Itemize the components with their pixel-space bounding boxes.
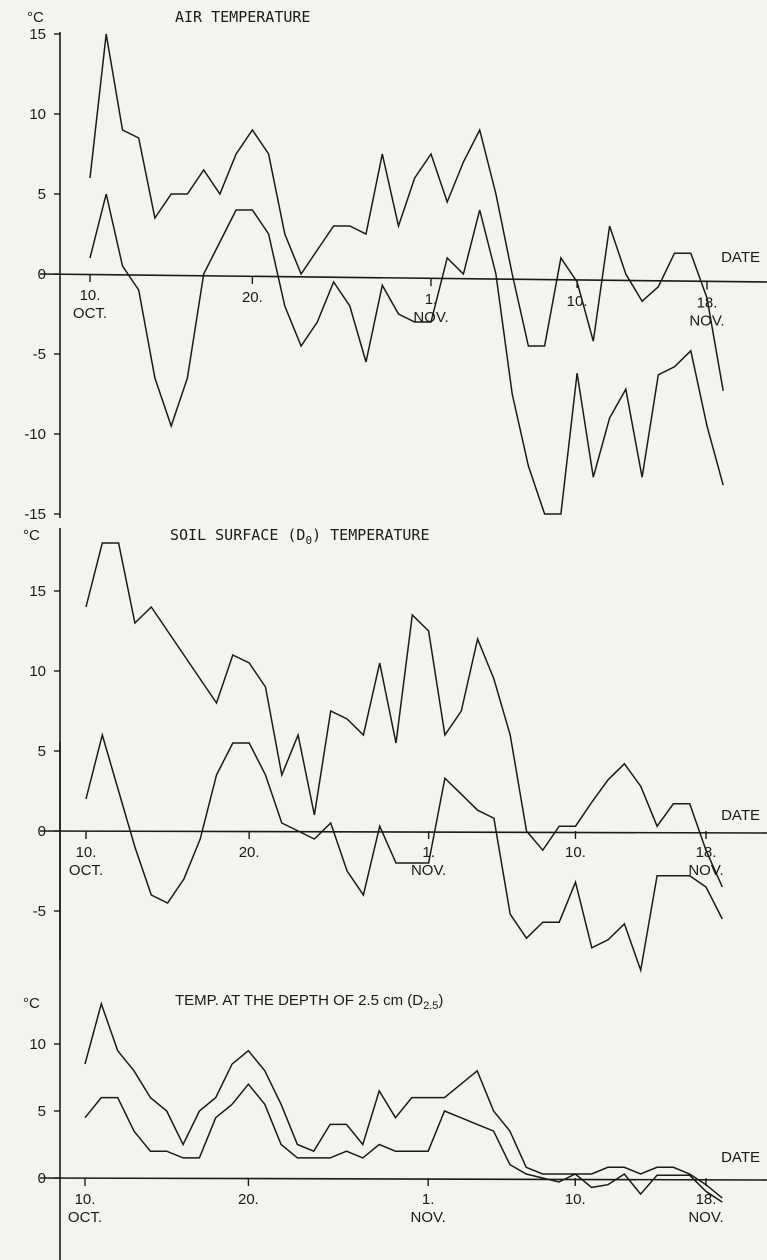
x-tick-label-2: 10. — [565, 844, 586, 861]
y-unit-label-1: °C — [27, 9, 44, 26]
y-tick-label-1: -10 — [24, 426, 46, 443]
x-tick-label-3: 1. — [422, 1191, 435, 1208]
y-tick-label-1: 5 — [38, 186, 46, 203]
series-line-3-2 — [84, 1083, 723, 1203]
y-tick-label-1: 15 — [29, 26, 46, 43]
y-tick-label-3: 5 — [38, 1103, 46, 1120]
y-tick-label-2: 0 — [38, 823, 46, 840]
x-tick-sublabel-3: OCT. — [68, 1209, 102, 1226]
x-axis-1 — [39, 273, 767, 283]
x-tick-sublabel-2: OCT. — [69, 862, 103, 879]
x-tick-label-3: 10. — [75, 1191, 96, 1208]
x-axis-3 — [39, 1177, 767, 1181]
x-tick-label-3: 10. — [565, 1191, 586, 1208]
y-tick-label-1: 10 — [29, 106, 46, 123]
series-line-3-1 — [84, 1001, 723, 1199]
x-axis-label-3: DATE — [721, 1149, 760, 1166]
x-tick-label-1: 20. — [242, 289, 263, 306]
x-tick-sublabel-2: NOV. — [411, 862, 446, 879]
y-tick-label-3: 10 — [29, 1036, 46, 1053]
series-line-2-1 — [85, 542, 723, 888]
x-axis-label-1: DATE — [721, 249, 760, 266]
y-tick-label-2: -5 — [33, 903, 46, 920]
x-tick-sublabel-3: NOV. — [411, 1209, 446, 1226]
y-tick-label-2: 15 — [29, 583, 46, 600]
x-tick-label-3: 18. — [696, 1191, 717, 1208]
x-tick-sublabel-1: NOV. — [689, 313, 724, 330]
y-unit-label-2: °C — [23, 527, 40, 544]
x-tick-sublabel-3: NOV. — [688, 1209, 723, 1226]
y-unit-label-3: °C — [23, 995, 40, 1012]
x-tick-label-2: 18. — [696, 844, 717, 861]
x-axis-2 — [39, 830, 767, 834]
x-axis-label-2: DATE — [721, 807, 760, 824]
x-tick-label-1: 10. — [80, 287, 101, 304]
chart-title-2: SOIL SURFACE (D0) TEMPERATURE — [170, 526, 430, 547]
y-tick-label-1: -5 — [33, 346, 46, 363]
x-tick-label-3: 20. — [238, 1191, 259, 1208]
x-tick-label-1: 1. — [425, 291, 438, 308]
series-line-1-2 — [89, 193, 724, 515]
chart-title-1: AIR TEMPERATURE — [175, 8, 310, 26]
series-line-1-1 — [89, 33, 724, 391]
y-tick-label-3: 0 — [38, 1170, 46, 1187]
x-tick-label-2: 1. — [422, 844, 435, 861]
x-tick-sublabel-1: OCT. — [73, 305, 107, 322]
y-tick-label-1: 0 — [38, 266, 46, 283]
x-tick-sublabel-1: NOV. — [413, 309, 448, 326]
y-tick-label-1: -15 — [24, 506, 46, 523]
x-tick-label-1: 10. — [567, 293, 588, 310]
x-tick-label-2: 10. — [76, 844, 97, 861]
y-tick-label-2: 5 — [38, 743, 46, 760]
series-line-2-2 — [85, 732, 723, 974]
x-tick-sublabel-2: NOV. — [688, 862, 723, 879]
x-tick-label-1: 18. — [697, 295, 718, 312]
x-tick-label-2: 20. — [239, 844, 260, 861]
chart-title-3: TEMP. AT THE DEPTH OF 2.5 cm (D2.5) — [175, 992, 443, 1012]
y-tick-label-2: 10 — [29, 663, 46, 680]
